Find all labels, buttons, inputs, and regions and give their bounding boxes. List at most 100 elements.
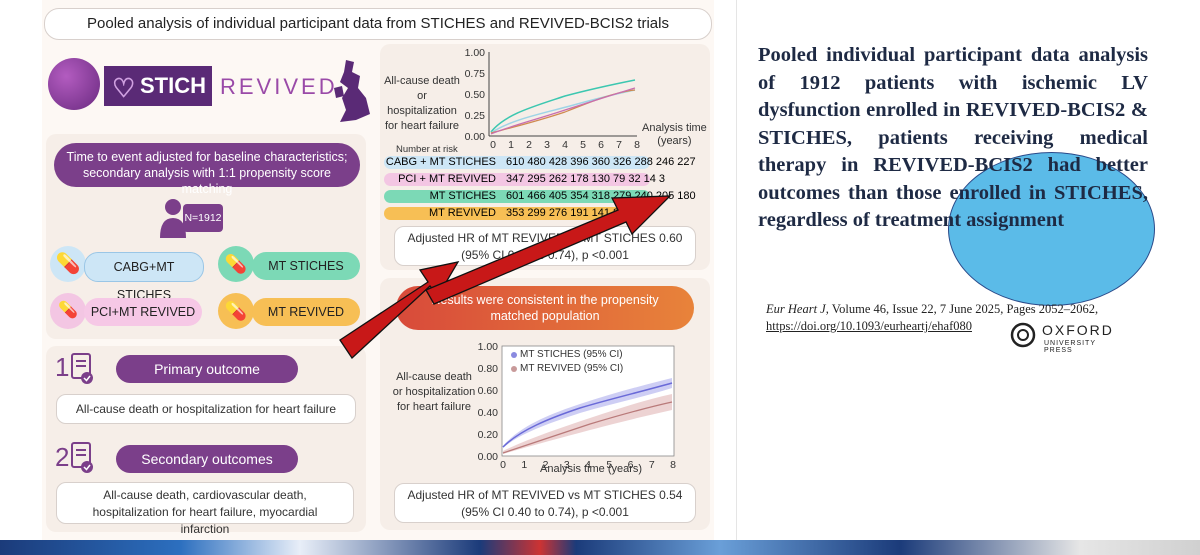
pill-icon-1: 💊 (50, 246, 86, 282)
risk-row-values: 610 480 428 396 360 326 288 246 227 (506, 156, 696, 168)
infographic-title: Pooled analysis of individual participan… (44, 8, 712, 40)
km2-x-tick: 4 (585, 459, 591, 471)
km1-x-tick: 2 (526, 139, 532, 151)
km2-legend-dot-rev (511, 366, 517, 372)
risk-row-label: CABG + MT STICHES (385, 156, 496, 168)
primary-text: All-cause death or hospitalization for h… (56, 394, 356, 424)
km2-banner-line-1: Results were consistent in the propensit… (431, 293, 659, 307)
km2-ylabel: All-cause death or hospitalization for h… (390, 370, 478, 415)
risk-row: PCI + MT REVIVED 347 295 262 178 130 79 3… (384, 173, 665, 186)
km2-hr-box: Adjusted HR of MT REVIVED vs MT STICHES … (394, 483, 696, 523)
doi-link[interactable]: https://doi.org/10.1093/eurheartj/ehaf08… (766, 319, 972, 333)
oxford-sub: UNIVERSITY PRESS (1044, 340, 1096, 354)
km2-legend-sti: MT STICHES (95% CI) (520, 349, 623, 360)
stent-icon: 💊 (50, 293, 86, 329)
risk-row-values: 347 295 262 178 130 79 32 14 3 (506, 173, 666, 185)
km1-curve-pci-rev (490, 87, 636, 135)
km1-x-tick: 1 (508, 139, 514, 151)
km2-hr-line-2: (95% CI 0.40 to 0.74), p <0.001 (461, 505, 629, 519)
km2-y-tick: 0.80 (478, 363, 499, 375)
km2-legend-dot-sti (511, 352, 517, 358)
km2-x-tick: 7 (649, 459, 655, 471)
km2-legend-rev: MT REVIVED (95% CI) (520, 363, 624, 374)
km2-ylabel-line-3: for heart failure (397, 401, 471, 413)
globe-logo (48, 58, 100, 110)
arrow-2 (425, 195, 672, 305)
km1-x-tick: 4 (562, 139, 568, 151)
secondary-text: All-cause death, cardiovascular death, h… (56, 482, 354, 536)
km1-y-tick: 1.00 (465, 47, 486, 59)
km1-ylabel: All-cause death or hospitalization for h… (384, 74, 460, 134)
highlight-circle (948, 152, 1155, 306)
citation: Eur Heart J, Volume 46, Issue 22, 7 June… (766, 301, 1196, 335)
km2-x-tick: 3 (564, 459, 570, 471)
km2-hr-line-1: Adjusted HR of MT REVIVED vs MT STICHES … (407, 488, 683, 502)
oxford-emblem-icon (1010, 322, 1036, 348)
primary-number: 1 (55, 352, 70, 382)
design-heading: Time to event adjusted for baseline char… (54, 143, 360, 196)
km2-curve-mt-sti (502, 382, 673, 448)
divider (736, 0, 737, 540)
risk-row-label: PCI + MT REVIVED (398, 173, 496, 185)
km2-xlabel: Analysis time (years) (540, 463, 643, 475)
checklist-icon (70, 352, 94, 386)
km2-ylabel-line-1: All-cause death (396, 371, 472, 383)
km2-curve-mt-rev (502, 401, 673, 454)
km2-x-tick: 0 (500, 459, 506, 471)
heart-icon: ♡ (112, 73, 136, 103)
arrow-1 (339, 261, 460, 359)
km2-y-tick: 0.00 (478, 451, 499, 463)
km2-x-tick: 6 (628, 459, 634, 471)
km1-risk-heading: Number at risk (396, 144, 458, 155)
secondary-number: 2 (55, 442, 70, 472)
km1-curve-mt-sti (490, 79, 636, 133)
km2-banner-line-2: matched population (490, 309, 600, 323)
group-mt-rev: MT REVIVED (252, 298, 360, 326)
km1-x-tick: 3 (544, 139, 550, 151)
km1-ylabel-line-1: All-cause death (384, 75, 460, 87)
km1-axes (488, 52, 637, 137)
secondary-label: Secondary outcomes (116, 445, 298, 473)
km2-y-tick: 0.20 (478, 429, 499, 441)
km2-y-tick: 1.00 (478, 341, 499, 353)
km1-x-tick: 5 (580, 139, 586, 151)
km1-x-tick: 6 (598, 139, 604, 151)
oxford-name: OXFORD (1042, 322, 1114, 338)
km1-ylabel-line-2: or hospitalization (387, 90, 457, 117)
km2-x-tick: 1 (521, 459, 527, 471)
km1-x-tick: 8 (634, 139, 640, 151)
bottom-strip (0, 540, 1200, 555)
risk-row-label: MT REVIVED (428, 207, 496, 219)
km2-plot: 1.00 0.80 0.60 0.40 0.20 0.00 0 1 2 3 4 5 6 7 8 (478, 341, 677, 471)
group-pci-rev: PCI+MT REVIVED (84, 298, 202, 326)
citation-journal: Eur Heart J (766, 302, 826, 316)
km1-x-tick: 0 (490, 139, 496, 151)
km2-y-tick: 0.40 (478, 407, 499, 419)
km1-y-tick: 0.50 (465, 89, 486, 101)
n-badge: N=1912 (183, 204, 223, 232)
pill-icon-2: 💊 (218, 246, 254, 282)
km1-xlabel-line-1: Analysis time (642, 122, 707, 134)
stich-logo: ♡ STICH (104, 66, 212, 106)
km2-y-tick: 0.60 (478, 385, 499, 397)
km1-xlabel: Analysis time (years) (642, 122, 707, 148)
km2-x-tick: 8 (670, 459, 676, 471)
km1-y-tick: 0.00 (465, 131, 486, 143)
pill-icon-3: 💊 (218, 293, 254, 329)
red-arrows (339, 195, 672, 359)
km1-hr-line-1: Adjusted HR of MT REVIVED vs MT STICHES … (407, 231, 683, 245)
km2-x-tick: 5 (606, 459, 612, 471)
group-mt-sti: MT STICHES (252, 252, 360, 280)
km1-x-tick: 7 (616, 139, 622, 151)
revived-logo: REVIVED (220, 74, 338, 99)
oxford-logo: OXFORD UNIVERSITY PRESS (1010, 320, 1120, 354)
stich-logo-text: STICH (140, 73, 206, 98)
n-label: N=1912 (184, 212, 222, 224)
km2-ylabel-line-2: or hospitalization (392, 386, 476, 398)
checklist-icon-2 (70, 441, 94, 475)
km1-ylabel-line-3: for heart failure (385, 120, 459, 132)
risk-row-label: MT STICHES (429, 190, 496, 202)
km2-band-mt-sti (503, 378, 672, 448)
primary-label: Primary outcome (116, 355, 298, 383)
